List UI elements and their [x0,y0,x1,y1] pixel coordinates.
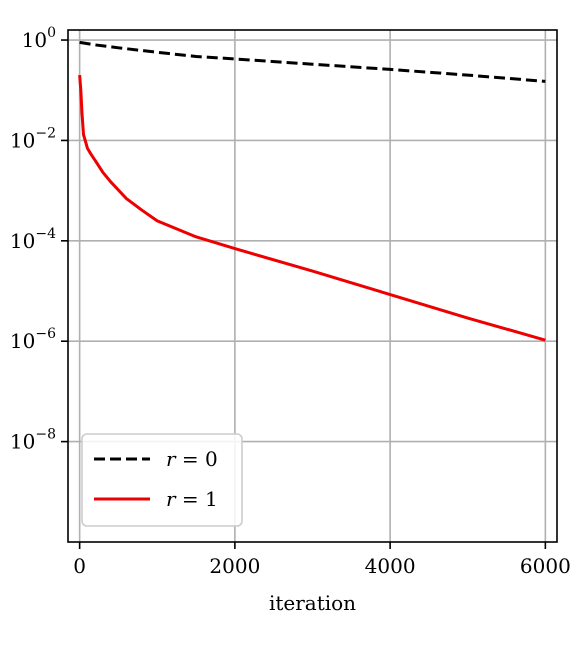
series-line-r1 [78,75,546,342]
legend-box [81,433,243,527]
series-line-r0 [79,40,546,83]
y-tick-label: 10−2 [10,125,56,152]
x-tick-label: 2000 [209,554,260,578]
plot-frame [67,29,558,543]
y-tick-label: 100 [22,25,56,52]
y-tick-label: 10−6 [10,326,56,353]
legend: r = 0 r = 1 [81,433,243,527]
y-tick-label: 10−4 [10,226,56,253]
x-tick-label: 0 [73,554,86,578]
legend-entry-label: r = 1 [166,487,218,511]
x-tick-label: 6000 [520,554,571,578]
legend-entry-label: r = 0 [166,447,218,471]
y-tick-label: 10−8 [10,427,56,454]
x-axis-label: iteration [269,591,356,615]
x-tick-label: 4000 [365,554,416,578]
